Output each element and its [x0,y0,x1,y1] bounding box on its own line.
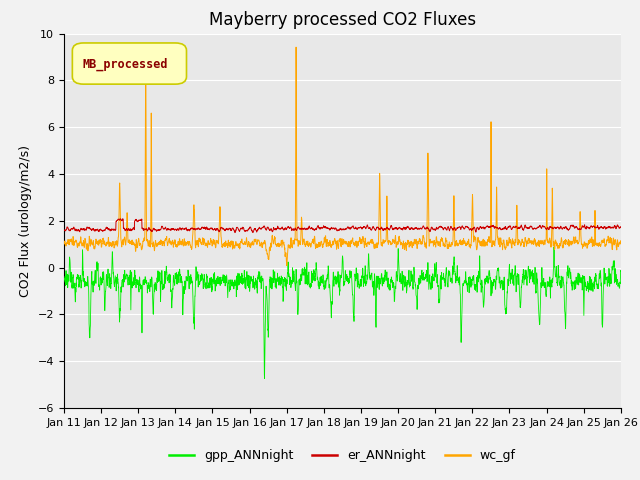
wc_gf [124,221,131,227]
wc_gf [157,237,164,243]
Line: gpp_ANNnight: gpp_ANNnight [64,247,621,378]
gpp_ANNnight [157,299,164,304]
er_ANNnight [116,216,124,222]
wc_gf [298,225,306,230]
gpp_ANNnight [298,275,306,281]
er_ANNnight [157,227,164,232]
er_ANNnight [606,225,614,230]
wc_gf [606,234,614,240]
FancyBboxPatch shape [72,43,186,84]
er_ANNnight [124,227,132,233]
Title: Mayberry processed CO2 Fluxes: Mayberry processed CO2 Fluxes [209,11,476,29]
Line: er_ANNnight: er_ANNnight [64,219,621,233]
gpp_ANNnight [124,274,131,280]
wc_gf [60,241,68,247]
Y-axis label: CO2 Flux (urology/m2/s): CO2 Flux (urology/m2/s) [19,145,32,297]
Legend: gpp_ANNnight, er_ANNnight, wc_gf: gpp_ANNnight, er_ANNnight, wc_gf [164,444,520,467]
er_ANNnight [298,226,306,232]
er_ANNnight [60,227,68,233]
gpp_ANNnight [550,244,558,250]
er_ANNnight [547,224,554,229]
er_ANNnight [231,230,239,236]
wc_gf [547,237,554,243]
gpp_ANNnight [617,268,625,274]
er_ANNnight [617,224,625,230]
gpp_ANNnight [60,279,68,285]
er_ANNnight [274,224,282,230]
gpp_ANNnight [274,275,282,280]
gpp_ANNnight [260,375,268,381]
Line: wc_gf: wc_gf [64,47,621,265]
Text: MB_processed: MB_processed [83,58,168,71]
wc_gf [274,240,282,246]
wc_gf [617,238,625,243]
gpp_ANNnight [606,271,614,276]
wc_gf [283,263,291,268]
gpp_ANNnight [546,279,554,285]
wc_gf [292,44,300,50]
